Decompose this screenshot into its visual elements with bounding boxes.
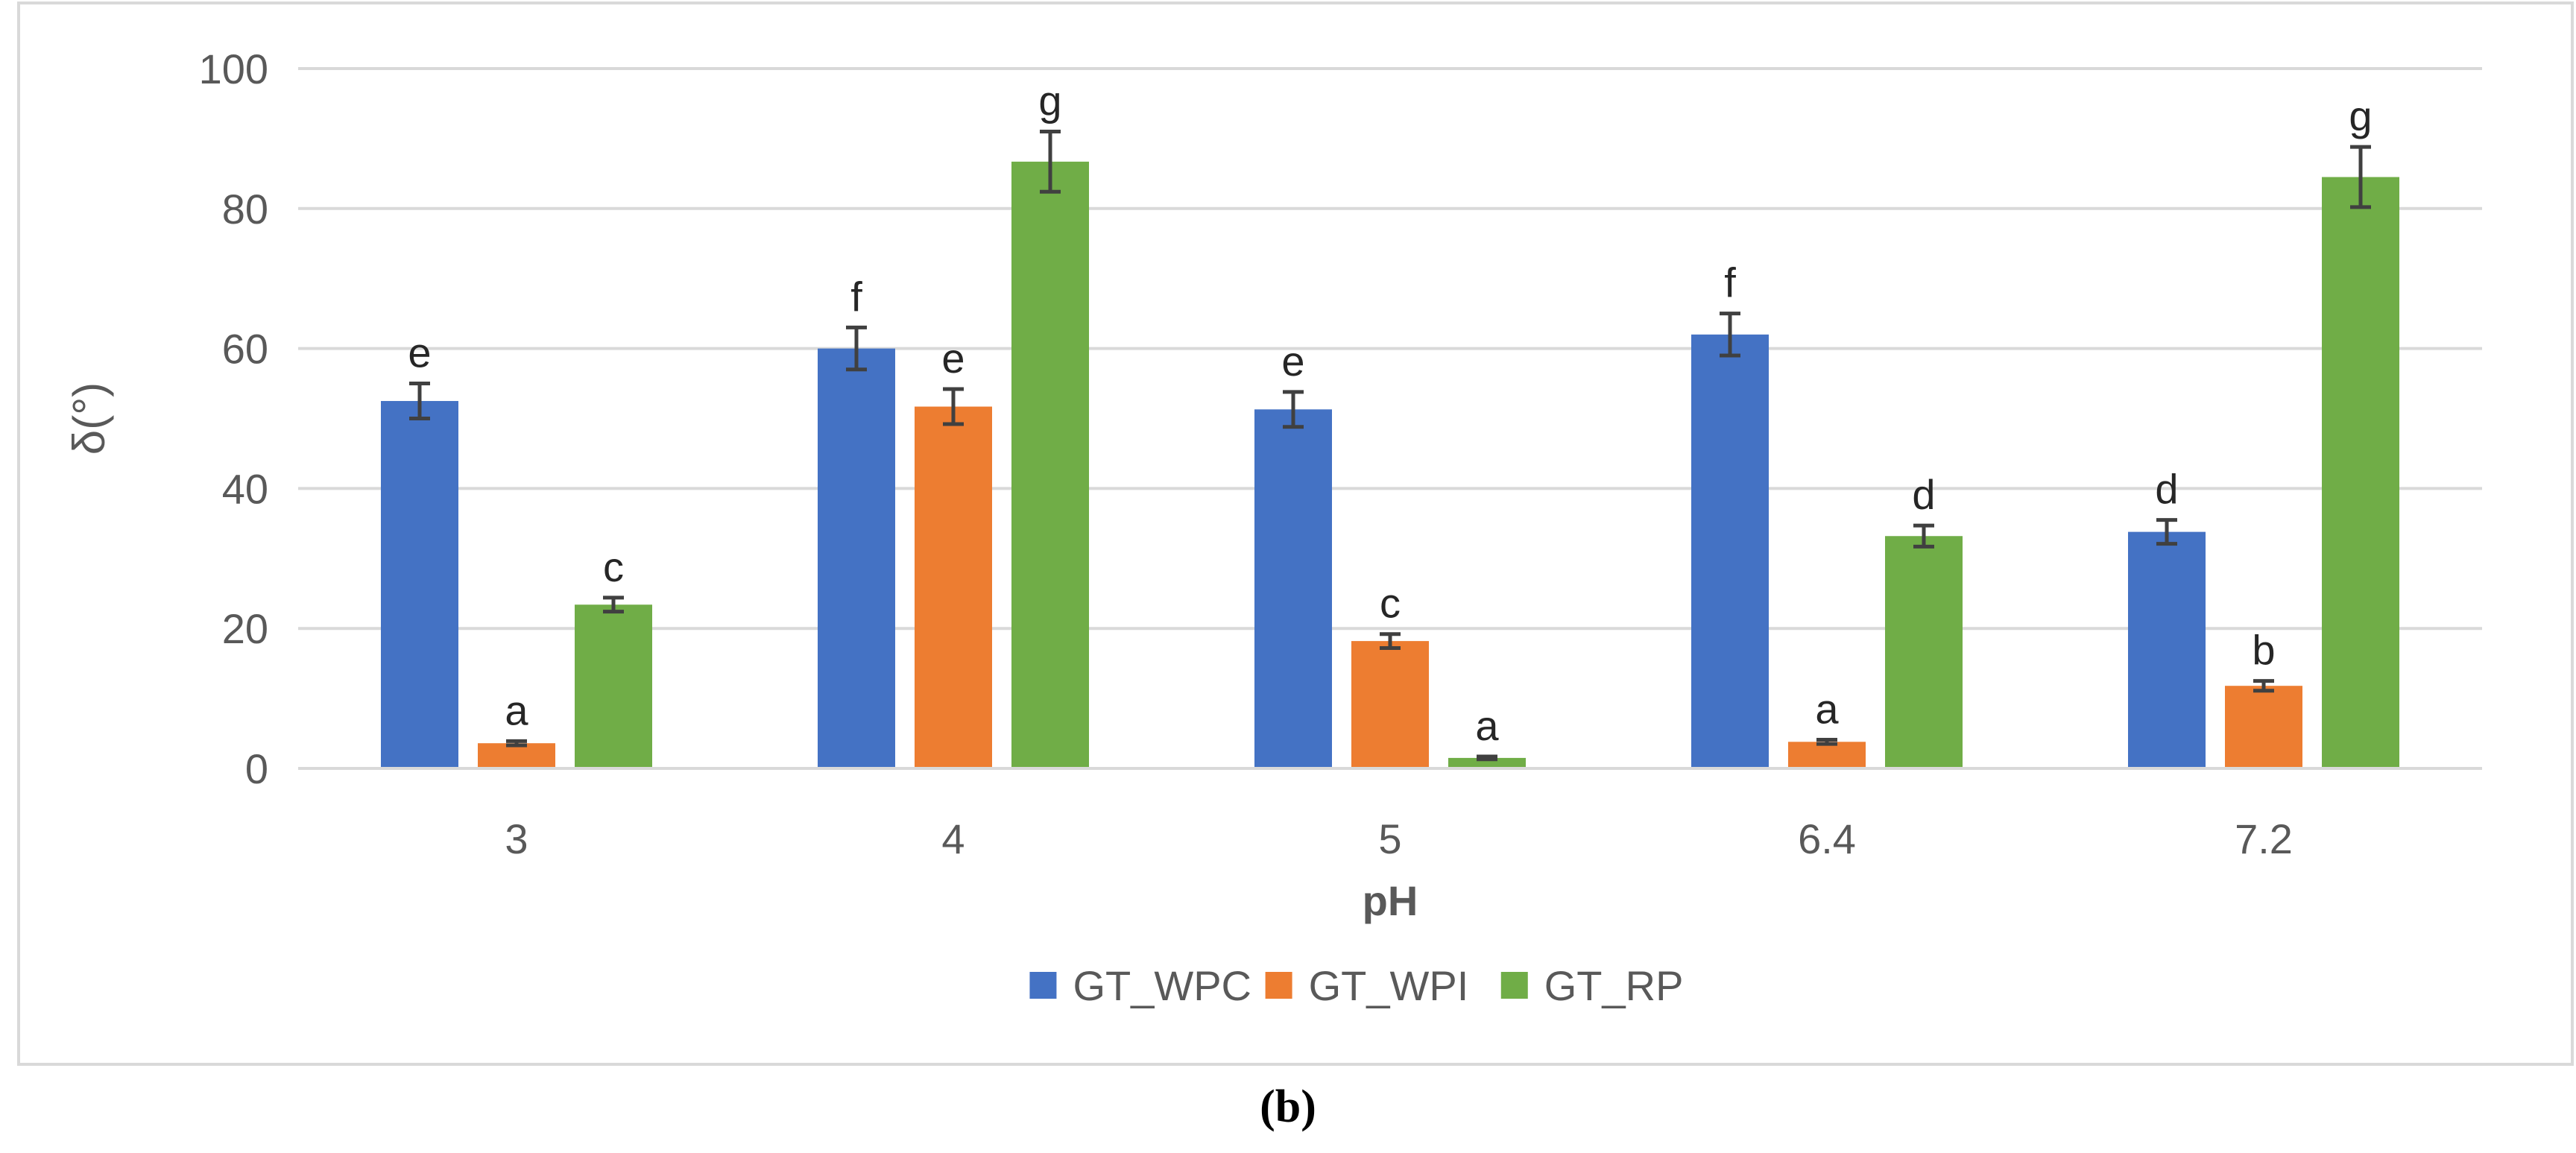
bar-GT_WPC-3 — [381, 401, 458, 768]
significance-letter: e — [408, 329, 431, 376]
x-tick-label: 7.2 — [2235, 815, 2293, 862]
bar-GT_RP-7.2 — [2322, 177, 2399, 769]
bar-GT_WPC-6.4 — [1691, 334, 1769, 768]
significance-letter: a — [505, 686, 528, 733]
significance-letter: f — [1724, 259, 1736, 306]
bar-GT_WPI-6.4 — [1788, 742, 1866, 768]
significance-letter: d — [1912, 471, 1935, 518]
bar-GT_WPI-4 — [915, 406, 992, 768]
x-tick-label: 3 — [505, 815, 528, 862]
bar-GT_RP-4 — [1011, 161, 1089, 769]
panel-label: (b) — [1260, 1081, 1316, 1132]
significance-letter: e — [1281, 338, 1304, 385]
bar-GT_RP-3 — [575, 604, 652, 768]
significance-letter: g — [1038, 78, 1061, 124]
bar-GT_RP-6.4 — [1885, 536, 1963, 768]
y-tick-label: 80 — [222, 186, 268, 233]
y-axis-title: δ(°) — [64, 382, 114, 455]
significance-letter: a — [1815, 686, 1839, 733]
significance-letter: c — [1380, 580, 1401, 627]
y-tick-label: 40 — [222, 465, 268, 512]
significance-letter: b — [2252, 627, 2275, 674]
legend-swatch-GT_RP — [1500, 972, 1528, 999]
x-tick-label: 6.4 — [1798, 815, 1856, 862]
bar-GT_WPI-7.2 — [2225, 686, 2302, 768]
bar-GT_WPC-7.2 — [2128, 531, 2206, 768]
significance-letter: c — [603, 543, 624, 590]
x-tick-label: 4 — [941, 815, 965, 862]
y-tick-label: 0 — [245, 745, 268, 792]
bar-GT_WPI-5 — [1351, 641, 1429, 768]
x-tick-label: 5 — [1378, 815, 1401, 862]
legend-swatch-GT_WPC — [1029, 972, 1057, 999]
bar-GT_WPC-4 — [818, 348, 895, 769]
significance-letter: f — [850, 273, 862, 320]
significance-letter: e — [941, 335, 965, 382]
x-axis-title: pH — [1363, 877, 1418, 924]
legend-label-GT_WPC: GT_WPC — [1073, 962, 1251, 1009]
significance-letter: a — [1475, 702, 1499, 749]
y-tick-label: 20 — [222, 605, 268, 652]
bar-GT_WPI-3 — [478, 743, 555, 768]
legend-label-GT_WPI: GT_WPI — [1309, 962, 1469, 1009]
bar-GT_WPC-5 — [1254, 409, 1332, 768]
legend-swatch-GT_WPI — [1265, 972, 1292, 999]
legend-label-GT_RP: GT_RP — [1544, 962, 1684, 1009]
legend: GT_WPC GT_WPI GT_RP — [1029, 962, 1683, 1009]
significance-letter: g — [2349, 92, 2372, 139]
significance-letter: d — [2155, 466, 2178, 513]
bar-GT_RP-5 — [1448, 757, 1526, 768]
y-tick-label: 100 — [199, 45, 268, 92]
y-tick-label: 60 — [222, 326, 268, 373]
